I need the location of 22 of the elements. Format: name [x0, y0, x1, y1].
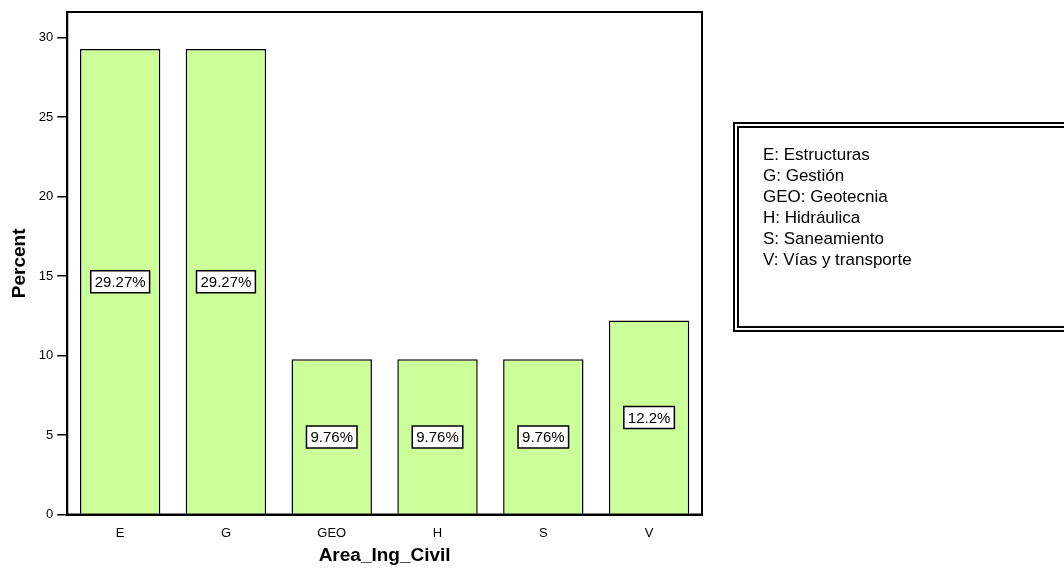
data-label: 29.27% — [94, 272, 146, 290]
y-tick-label: 20 — [38, 188, 54, 204]
text: E: Estructuras G: Gestión GEO: Geotecnia H: Hidráulica S: Saneamiento V: Vías y transporte — [733, 122, 1064, 332]
x-tick-label: S — [538, 524, 548, 540]
y-axis-title: Percent — [7, 227, 29, 299]
y-tick-label: 5 — [46, 426, 54, 442]
y-tick-label: 10 — [38, 347, 54, 363]
x-tick-label: G — [220, 524, 232, 540]
y-tick-label: 25 — [38, 108, 54, 124]
y-tick-label: 30 — [38, 29, 54, 45]
data-label: 12.2% — [627, 408, 671, 426]
y-tick-label: 15 — [38, 267, 54, 283]
y-tick-label: 0 — [46, 506, 54, 522]
data-label: 9.76% — [416, 428, 459, 446]
x-axis-title: Area_Ing_Civil — [318, 543, 451, 565]
data-label: 9.76% — [522, 428, 565, 446]
x-tick-label: V — [644, 524, 654, 540]
data-label: 29.27% — [200, 272, 252, 290]
x-tick-label: GEO — [317, 524, 347, 540]
x-tick-label: E — [115, 524, 125, 540]
x-tick-label: H — [432, 524, 443, 540]
data-label: 9.76% — [310, 428, 354, 446]
